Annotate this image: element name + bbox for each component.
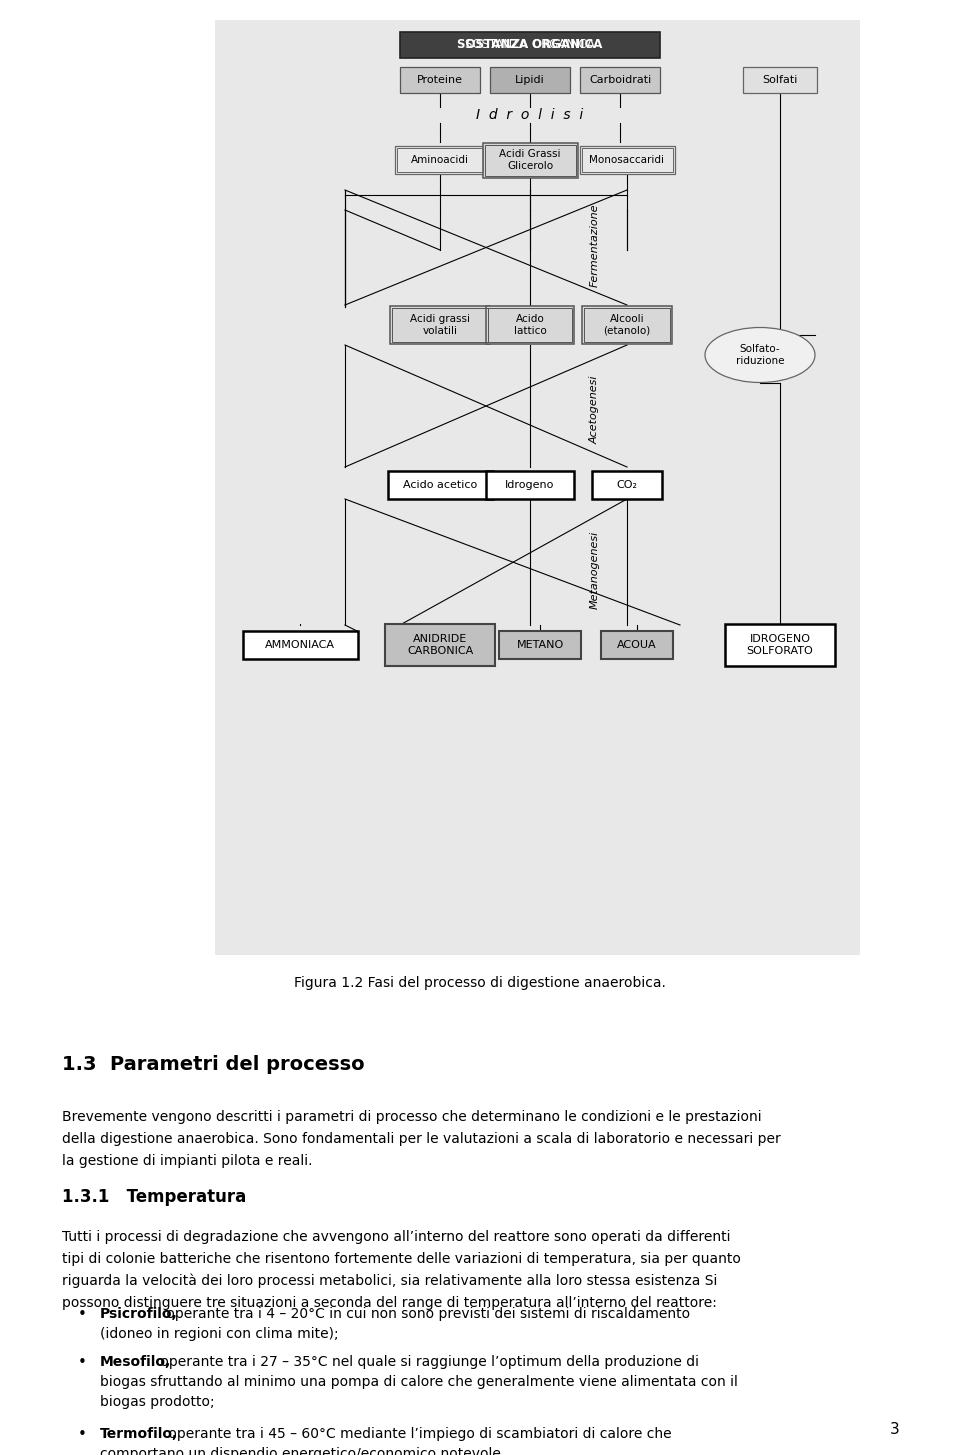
- Bar: [584, 308, 670, 342]
- Text: Mesofilo,: Mesofilo,: [100, 1355, 171, 1369]
- Text: Aminoacidi: Aminoacidi: [411, 156, 469, 164]
- Text: della digestione anaerobica. Sono fondamentali per le valutazioni a scala di lab: della digestione anaerobica. Sono fondam…: [62, 1132, 780, 1147]
- Text: operante tra i 4 – 20°C in cui non sono previsti dei sistemi di riscaldamento: operante tra i 4 – 20°C in cui non sono …: [162, 1307, 690, 1321]
- Text: SOSTANZA ORGANICA: SOSTANZA ORGANICA: [466, 38, 595, 51]
- Text: Acido
lattico: Acido lattico: [514, 314, 546, 336]
- Text: •: •: [78, 1307, 86, 1323]
- Text: Idrogeno: Idrogeno: [505, 480, 555, 490]
- Text: SOSTANZA ORGANICA: SOSTANZA ORGANICA: [457, 38, 603, 51]
- Text: Figura 1.2 Fasi del processo di digestione anaerobica.: Figura 1.2 Fasi del processo di digestio…: [294, 976, 666, 989]
- Bar: [385, 624, 495, 666]
- Text: Solfato-
riduzione: Solfato- riduzione: [735, 345, 784, 365]
- Text: riguarda la velocità dei loro processi metabolici, sia relativamente alla loro s: riguarda la velocità dei loro processi m…: [62, 1275, 717, 1289]
- Bar: [580, 67, 660, 93]
- Text: Acidi Grassi
Glicerolo: Acidi Grassi Glicerolo: [499, 150, 561, 170]
- Text: IDROGENO
SOLFORATO: IDROGENO SOLFORATO: [747, 634, 813, 656]
- Text: Tutti i processi di degradazione che avvengono all’interno del reattore sono ope: Tutti i processi di degradazione che avv…: [62, 1229, 731, 1244]
- Text: Lipidi: Lipidi: [516, 76, 545, 84]
- Text: comportano un dispendio energetico/economico notevole.: comportano un dispendio energetico/econo…: [100, 1448, 505, 1455]
- Text: Acetogenesi: Acetogenesi: [590, 375, 600, 444]
- Text: CO₂: CO₂: [616, 480, 637, 490]
- Ellipse shape: [705, 327, 815, 383]
- Bar: [486, 306, 574, 343]
- Bar: [395, 146, 485, 175]
- Text: 1.3.1   Temperatura: 1.3.1 Temperatura: [62, 1187, 247, 1206]
- Bar: [488, 308, 572, 342]
- Text: biogas sfruttando al minimo una pompa di calore che generalmente viene alimentat: biogas sfruttando al minimo una pompa di…: [100, 1375, 738, 1390]
- Bar: [485, 144, 575, 176]
- Bar: [215, 20, 860, 954]
- Text: Proteine: Proteine: [417, 76, 463, 84]
- Bar: [388, 471, 492, 499]
- Text: tipi di colonie batteriche che risentono fortemente delle variazioni di temperat: tipi di colonie batteriche che risentono…: [62, 1251, 741, 1266]
- Text: operante tra i 45 – 60°C mediante l’impiego di scambiatori di calore che: operante tra i 45 – 60°C mediante l’impi…: [164, 1427, 672, 1440]
- Text: 1.3  Parametri del processo: 1.3 Parametri del processo: [62, 1055, 365, 1074]
- Text: Carboidrati: Carboidrati: [588, 76, 651, 84]
- Text: Brevemente vengono descritti i parametri di processo che determinano le condizio: Brevemente vengono descritti i parametri…: [62, 1110, 761, 1125]
- Bar: [580, 146, 675, 175]
- Bar: [582, 306, 672, 343]
- Bar: [592, 471, 662, 499]
- Text: biogas prodotto;: biogas prodotto;: [100, 1395, 215, 1408]
- Text: •: •: [78, 1427, 86, 1442]
- Bar: [483, 143, 578, 178]
- Text: Fermentazione: Fermentazione: [590, 204, 600, 287]
- Text: Alcooli
(etanolo): Alcooli (etanolo): [604, 314, 651, 336]
- Bar: [243, 631, 357, 659]
- Text: la gestione di impianti pilota e reali.: la gestione di impianti pilota e reali.: [62, 1154, 313, 1168]
- Text: operante tra i 27 – 35°C nel quale si raggiunge l’optimum della produzione di: operante tra i 27 – 35°C nel quale si ra…: [156, 1355, 699, 1369]
- Text: ANIDRIDE
CARBONICA: ANIDRIDE CARBONICA: [407, 634, 473, 656]
- Text: Termofilo,: Termofilo,: [100, 1427, 179, 1440]
- Text: ACOUA: ACOUA: [617, 640, 657, 650]
- Text: Acido acetico: Acido acetico: [403, 480, 477, 490]
- Text: Psicrofilo,: Psicrofilo,: [100, 1307, 178, 1321]
- Text: possono distinguere tre situazioni a seconda del range di temperatura all’intern: possono distinguere tre situazioni a sec…: [62, 1296, 717, 1310]
- Bar: [499, 631, 581, 659]
- Text: Monosaccaridi: Monosaccaridi: [589, 156, 664, 164]
- Text: •: •: [78, 1355, 86, 1371]
- Bar: [743, 67, 817, 93]
- Text: METANO: METANO: [516, 640, 564, 650]
- Text: (idoneo in regioni con clima mite);: (idoneo in regioni con clima mite);: [100, 1327, 339, 1342]
- Bar: [397, 148, 483, 172]
- Text: Metanogenesi: Metanogenesi: [590, 531, 600, 610]
- Bar: [582, 148, 673, 172]
- Text: Acidi grassi
volatili: Acidi grassi volatili: [410, 314, 470, 336]
- Bar: [601, 631, 673, 659]
- Bar: [400, 67, 480, 93]
- Bar: [392, 308, 488, 342]
- Bar: [400, 32, 660, 58]
- Text: I  d  r  o  l  i  s  i: I d r o l i s i: [476, 108, 584, 122]
- Bar: [490, 67, 570, 93]
- Text: AMMONIACA: AMMONIACA: [265, 640, 335, 650]
- Bar: [725, 624, 835, 666]
- Text: Solfati: Solfati: [762, 76, 798, 84]
- Bar: [486, 471, 574, 499]
- Text: 3: 3: [890, 1423, 900, 1438]
- Bar: [390, 306, 490, 343]
